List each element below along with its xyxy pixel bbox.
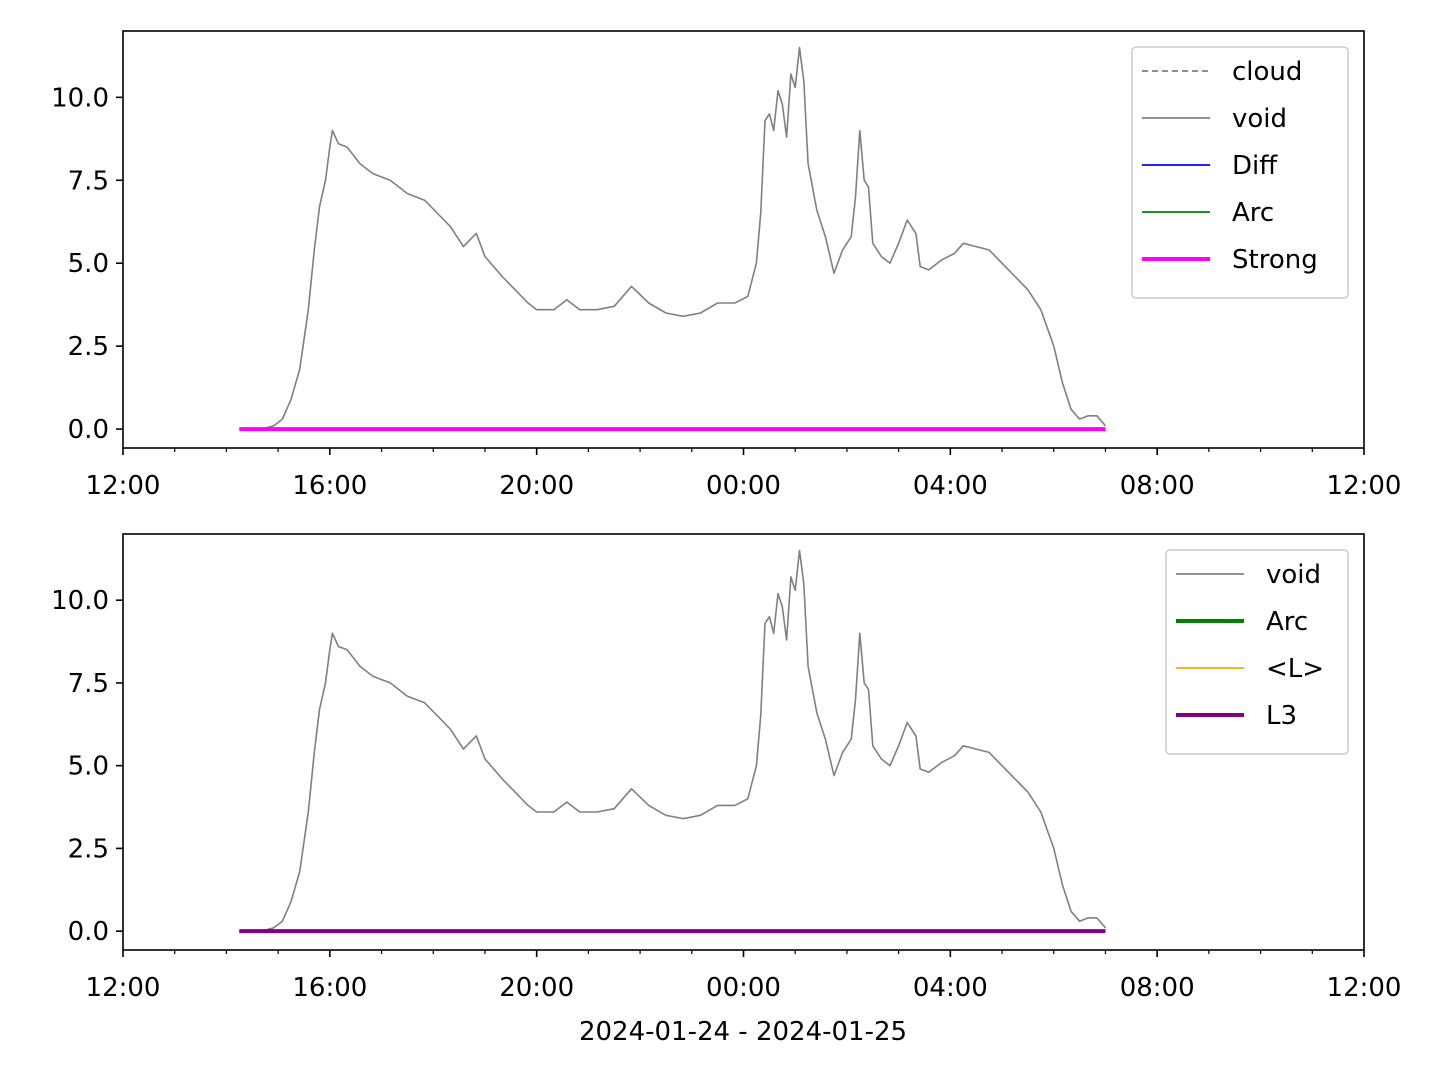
x-tick-label: 00:00 bbox=[706, 973, 781, 1003]
legend-box bbox=[1131, 46, 1349, 299]
legend-label: void bbox=[1232, 104, 1287, 134]
bottom-chart-panel: 0.0 2.5 5.0 7.5 10.0 12:00 16:00 20:00 00:00 04:… bbox=[51, 533, 1402, 1003]
y-tick-label: 7.5 bbox=[68, 166, 109, 196]
series-void-line bbox=[239, 46, 1107, 430]
x-tick-label: 20:00 bbox=[499, 471, 574, 501]
legend-label: Arc bbox=[1266, 607, 1308, 637]
x-axis-label: 2024-01-24 - 2024-01-25 bbox=[579, 1017, 907, 1047]
legend-label: void bbox=[1266, 560, 1321, 590]
y-tick-label: 0.0 bbox=[68, 917, 109, 947]
x-tick-label: 12:00 bbox=[1327, 471, 1402, 501]
top-legend: cloud void Diff Arc Strong bbox=[1131, 46, 1349, 299]
legend-label: Diff bbox=[1232, 151, 1278, 181]
x-tick-label: 12:00 bbox=[86, 471, 161, 501]
bottom-y-ticks: 0.0 2.5 5.0 7.5 10.0 bbox=[51, 586, 123, 947]
x-tick-label: 08:00 bbox=[1120, 471, 1195, 501]
x-tick-label: 04:00 bbox=[913, 471, 988, 501]
top-series bbox=[239, 46, 1107, 432]
legend-label: L3 bbox=[1266, 701, 1297, 731]
x-tick-label: 12:00 bbox=[86, 973, 161, 1003]
y-tick-label: 7.5 bbox=[68, 669, 109, 699]
top-plot-frame bbox=[122, 30, 1365, 449]
legend-label: Arc bbox=[1232, 198, 1274, 228]
x-tick-label: 04:00 bbox=[913, 973, 988, 1003]
top-chart-panel: 0.0 2.5 5.0 7.5 10.0 12:00 16:00 20:00 00:00 04:… bbox=[51, 30, 1402, 501]
y-tick-label: 5.0 bbox=[68, 752, 109, 782]
top-x-ticks: 12:00 16:00 20:00 00:00 04:00 08:00 12:00 bbox=[86, 448, 1402, 501]
x-tick-label: 16:00 bbox=[292, 973, 367, 1003]
y-tick-label: 5.0 bbox=[68, 249, 109, 279]
x-tick-label: 08:00 bbox=[1120, 973, 1195, 1003]
legend-label: Strong bbox=[1232, 245, 1318, 275]
bottom-series bbox=[239, 549, 1107, 934]
y-tick-label: 0.0 bbox=[68, 415, 109, 445]
y-tick-label: 10.0 bbox=[51, 586, 109, 616]
legend-label: <L> bbox=[1266, 654, 1324, 684]
y-tick-label: 10.0 bbox=[51, 83, 109, 113]
legend-box bbox=[1165, 549, 1349, 755]
bottom-legend: void Arc <L> L3 bbox=[1165, 549, 1349, 755]
x-tick-label: 00:00 bbox=[706, 471, 781, 501]
bottom-x-ticks: 12:00 16:00 20:00 00:00 04:00 08:00 12:00 bbox=[86, 950, 1402, 1003]
x-tick-label: 20:00 bbox=[499, 973, 574, 1003]
y-tick-label: 2.5 bbox=[68, 332, 109, 362]
top-y-ticks: 0.0 2.5 5.0 7.5 10.0 bbox=[51, 83, 123, 445]
legend-label: cloud bbox=[1232, 57, 1302, 87]
series-void-line bbox=[239, 549, 1107, 932]
y-tick-label: 2.5 bbox=[68, 834, 109, 864]
x-tick-label: 16:00 bbox=[292, 471, 367, 501]
x-tick-label: 12:00 bbox=[1327, 973, 1402, 1003]
bottom-plot-frame bbox=[122, 533, 1365, 951]
